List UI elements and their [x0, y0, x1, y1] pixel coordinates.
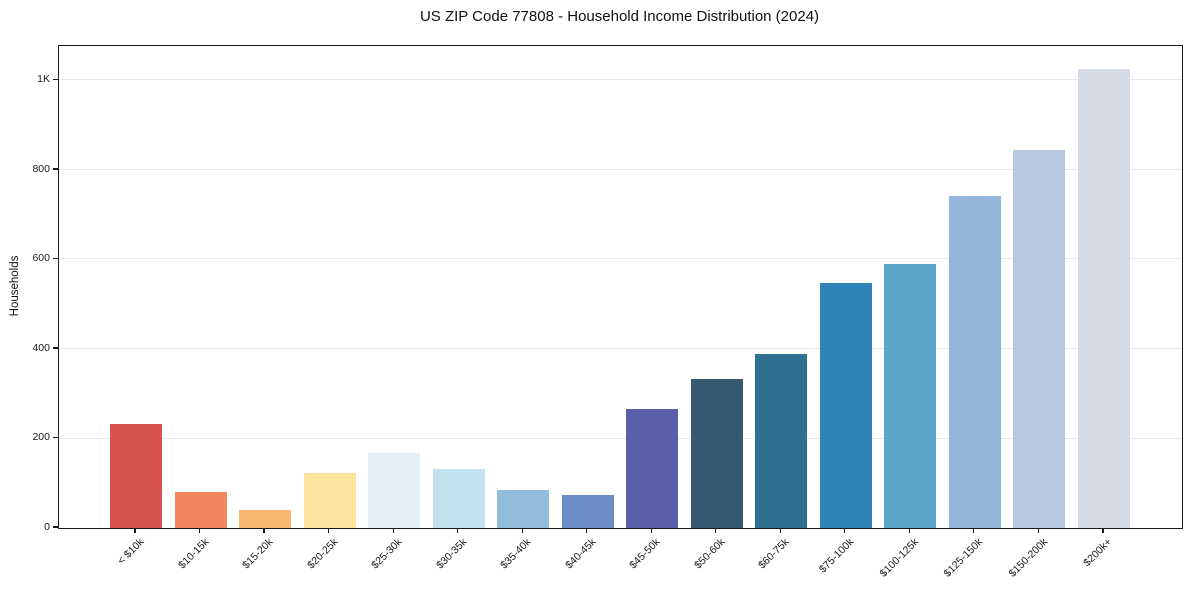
y-tick-label: 200	[32, 431, 50, 444]
x-tick-label-text: $20-25k	[304, 536, 341, 572]
bar-30-35k	[432, 469, 485, 528]
x-tick-mark	[650, 528, 652, 533]
gridline	[59, 437, 1182, 439]
y-tick-mark	[53, 168, 58, 170]
x-tick-label-text: $25-30k	[369, 536, 405, 572]
bar-15-20k	[239, 510, 292, 528]
y-tick-mark	[53, 257, 58, 260]
y-tick-mark	[53, 347, 58, 349]
bar-25-30k	[368, 452, 421, 528]
bar-60-75k	[755, 353, 808, 528]
x-tick-mark	[908, 528, 910, 533]
y-axis-label: Households	[9, 255, 21, 317]
y-tick-label: 1K	[37, 73, 50, 86]
bar-10-15k	[174, 492, 227, 528]
x-tick-label-text: $60-75k	[756, 536, 792, 572]
bar-40-45k	[561, 494, 614, 528]
x-tick-label-text: $100-125k	[877, 536, 921, 580]
x-tick-mark	[134, 528, 136, 533]
x-tick-label-text: $50-60k	[691, 536, 728, 572]
y-tick-label: 800	[32, 162, 50, 175]
x-tick-mark	[586, 528, 588, 533]
bar-100-125k	[884, 263, 937, 528]
x-tick-label-text: $15-20k	[240, 536, 276, 572]
x-tick-mark	[973, 528, 975, 533]
x-tick-mark	[457, 528, 459, 533]
x-tick-mark	[327, 528, 330, 533]
bar-10k	[110, 424, 162, 528]
y-tick-mark	[53, 78, 58, 81]
x-tick-mark	[1037, 528, 1039, 533]
bar-20-25k	[303, 472, 356, 528]
x-tick-mark	[198, 528, 201, 533]
x-tick-label-text: $30-35k	[433, 536, 470, 572]
x-tick-mark	[392, 528, 394, 533]
gridline	[59, 79, 1182, 81]
gridline	[59, 258, 1182, 260]
x-tick-mark	[715, 528, 717, 533]
bar-75-100k	[819, 282, 872, 528]
x-tick-label-text: $200k+	[1081, 536, 1115, 570]
chart-title: US ZIP Code 77808 - Household Income Dis…	[419, 8, 820, 25]
bar-125-150k	[948, 195, 1001, 528]
x-tick-label-text: $35-40k	[498, 536, 534, 572]
bar-200k	[1077, 69, 1130, 528]
x-tick-label-text: $45-50k	[627, 536, 663, 572]
x-tick-label-text: $150-200k	[1006, 536, 1050, 580]
plot-area	[58, 45, 1183, 529]
y-tick-label: 600	[32, 252, 50, 265]
x-tick-mark	[263, 528, 265, 533]
y-tick-label: 400	[32, 341, 50, 354]
x-tick-label-text: $40-45k	[562, 536, 599, 572]
x-tick-label-text: $75-100k	[816, 536, 857, 576]
y-tick-mark	[53, 526, 58, 528]
bar-150-200k	[1013, 149, 1066, 528]
bar-35-40k	[497, 489, 550, 528]
x-tick-mark	[1102, 528, 1104, 533]
y-tick-mark	[53, 436, 58, 439]
x-tick-mark	[521, 528, 523, 533]
x-tick-label-text: < $10k	[115, 536, 147, 567]
x-tick-mark	[779, 528, 781, 533]
bar-45-50k	[626, 408, 679, 528]
x-tick-label-text: $10-15k	[175, 536, 212, 572]
y-tick-label: 0	[44, 521, 50, 533]
gridline	[59, 168, 1182, 170]
x-tick-label-text: $125-150k	[941, 536, 986, 580]
x-tick-mark	[844, 528, 846, 533]
gridline	[59, 347, 1182, 349]
bar-50-60k	[690, 378, 743, 528]
